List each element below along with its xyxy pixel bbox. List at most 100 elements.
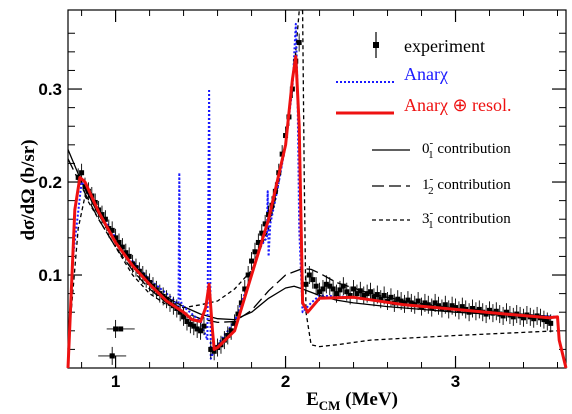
experiment-point [252,242,258,261]
legend-c3-sup: - [430,207,434,219]
series-line-c3 [67,10,558,350]
experiment-marker [422,300,428,306]
experiment-point [330,279,336,298]
legend-c0-text: contribution [434,141,512,157]
experiment-marker [317,289,323,295]
experiment-point [228,321,234,340]
experiment-marker [425,302,431,308]
legend-experiment: experiment [373,32,485,58]
experiment-marker [211,348,217,354]
experiment-marker [116,239,122,245]
legend-c0-sub: 1 [428,149,434,161]
legend-experiment-label: experiment [404,36,485,56]
legend: experiment Anarχ Anarχ ⊕ resol. 0-1 cont… [336,32,512,231]
experiment-marker [191,323,197,329]
experiment-marker [374,292,380,298]
experiment-marker [371,294,377,300]
legend-c0-sup: - [430,137,434,149]
experiment-point [198,321,204,340]
experiment-marker [381,292,387,298]
experiment-marker [521,315,527,321]
experiment-marker [313,283,319,289]
experiment-marker [99,212,105,218]
series-line-resol [66,55,568,369]
experiment-point [306,266,312,285]
legend-c1-sup: - [430,173,434,185]
experiment-point [347,286,353,305]
experiment-marker [344,289,350,295]
experiment-point [177,303,183,322]
experiment-marker [184,319,190,325]
experiment-marker [82,184,88,190]
experiment-point [493,302,499,321]
experiment-point [354,284,360,303]
experiment-marker [228,328,234,334]
experiment-marker [245,272,251,278]
experiment-marker [181,314,187,320]
experiment-point [408,293,414,312]
experiment-marker [395,296,401,302]
legend-c0-num: 0 [422,141,430,157]
experiment-marker [405,297,411,303]
experiment-point [313,277,319,296]
experiment-marker [466,309,472,315]
experiment-marker [262,221,268,227]
experiment-marker [544,319,550,325]
y-tick-label: 0.3 [38,80,62,99]
experiment-marker [504,309,510,315]
y-tick-label: 0.2 [38,173,62,192]
experiment-marker [259,230,265,236]
experiment-marker [453,305,459,311]
experiment-marker [398,298,404,304]
experiment-marker [102,216,108,222]
experiment-marker [123,250,129,256]
experiment-point [470,299,476,318]
experiment-marker [79,170,85,176]
legend-c1-num: 1 [422,177,430,193]
y-tick-label: 0.1 [38,266,62,285]
experiment-marker [177,309,183,315]
experiment-point [466,303,472,322]
legend-experiment-marker [373,42,379,48]
experiment-marker [126,253,132,259]
legend-c1-sub: 2 [428,185,434,197]
experiment-point [544,312,550,331]
experiment-point-isolated [98,353,127,359]
experiment-point [249,252,255,271]
experiment-marker [201,323,207,329]
experiment-point [487,301,493,320]
legend-c3-num: 3 [422,211,430,227]
series-line-c1 [67,158,558,324]
experiment-point [323,275,329,294]
experiment-marker [119,244,125,250]
x-tick-label: 3 [451,372,460,391]
experiment-marker [208,346,214,352]
experiment-point [208,340,214,359]
experiment-point [351,279,357,298]
experiment-marker [470,305,476,311]
experiment-point [453,298,459,317]
plot-frame [67,9,567,369]
experiment-marker [109,353,115,359]
experiment-marker [235,311,241,317]
experiment-point [310,270,316,289]
experiment-marker [323,281,329,287]
experiment-point [476,300,482,319]
legend-anar-resol-label: Anarχ ⊕ resol. [404,95,512,115]
experiment-points-layer [75,33,554,365]
legend-anar: Anarχ [336,64,448,84]
experiment-point [398,292,404,311]
experiment-marker [327,283,333,289]
legend-c3-label: 3-1 contribution [422,207,511,231]
x-axis-label-unit: (MeV) [340,389,398,410]
experiment-marker [75,174,81,180]
experiment-marker [337,287,343,293]
x-tick-label: 2 [281,372,290,391]
experiment-marker [238,300,244,306]
experiment-point [361,286,367,305]
experiment-marker [334,291,340,297]
experiment-marker [351,286,357,292]
experiment-marker [296,40,302,46]
x-axis-label: ECM (MeV) [306,389,398,413]
